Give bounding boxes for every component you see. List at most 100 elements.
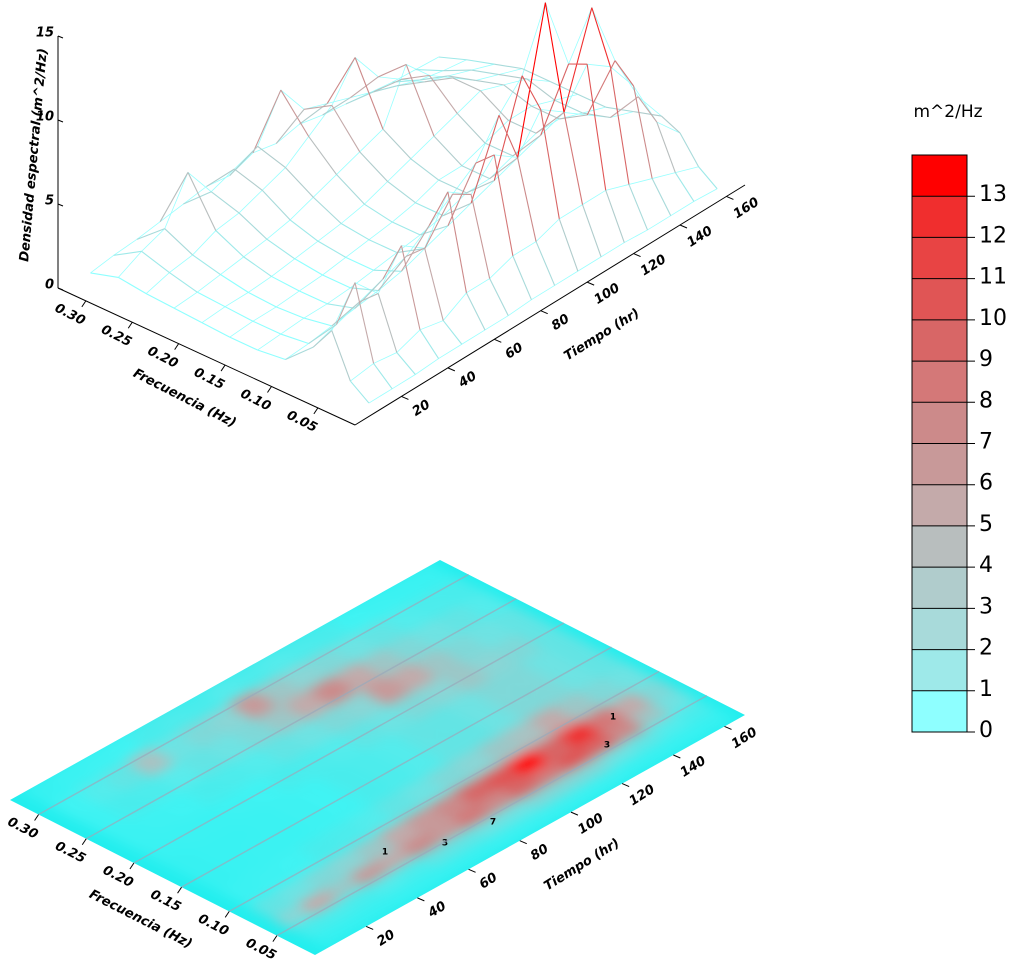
x-axis-label: Frecuencia (Hz) [87, 887, 195, 952]
spectrum-segment [391, 221, 421, 236]
contour-cell [522, 677, 577, 707]
z-tick-label: 60 [477, 870, 500, 892]
contour-cell [433, 605, 488, 635]
spectrum-segment [303, 104, 332, 110]
contour-cell [317, 791, 372, 821]
z-tick-label: 40 [425, 899, 449, 922]
contour-cell [648, 714, 693, 739]
x-tick [224, 911, 230, 918]
grid-line [38, 573, 469, 816]
z-tick [679, 224, 688, 229]
spectrum-segment [229, 336, 258, 351]
y-tick-label: 0 [45, 278, 54, 293]
spectrum-segment [494, 63, 523, 70]
spectrum-segment [442, 320, 463, 345]
z-tick [621, 783, 630, 788]
x-axis-label: Frecuencia (Hz) [131, 366, 239, 431]
spectrum-segment [327, 303, 356, 309]
contour-cell [152, 762, 207, 792]
contour-cell [468, 814, 514, 839]
spectrum-segment [405, 64, 435, 137]
spectrum-segment [118, 276, 147, 295]
spectrum-segment [396, 248, 425, 254]
colorbar-tick-label: 12 [979, 223, 1007, 248]
contour-cell [46, 790, 101, 820]
spectrum-segment [206, 168, 235, 187]
contour-cell [487, 823, 533, 848]
z-tick-label: 20 [375, 927, 398, 949]
contour-cell [282, 719, 338, 749]
spectrum-segment [540, 63, 570, 136]
contour-cell [596, 742, 642, 767]
spectrum-segment [173, 307, 203, 324]
contour-label: 3 [604, 741, 610, 751]
z-tick [570, 811, 579, 816]
contour-cell [471, 706, 526, 736]
spectrum-segment [508, 119, 537, 134]
contour-cell [349, 835, 399, 862]
spectrum-segment [285, 346, 314, 361]
contour-cell [641, 738, 687, 763]
contour-cell [462, 838, 507, 863]
contour-cell [404, 590, 460, 620]
spectrum-segment [535, 241, 556, 286]
spectrum-segment [192, 254, 221, 275]
colorbar-tick-label: 3 [979, 594, 993, 619]
colorbar-band [912, 484, 967, 526]
x-axis [57, 287, 356, 426]
colorbar-band [912, 567, 967, 609]
contour-cell [577, 733, 623, 758]
spectrum-segment [428, 75, 458, 114]
z-tick [447, 367, 456, 372]
contour-cell [494, 799, 540, 824]
spectrum-segment [396, 352, 416, 375]
contour-cell [305, 676, 360, 706]
contour-cell [215, 849, 270, 878]
contour-cell [451, 778, 501, 805]
contour-cell [189, 863, 244, 893]
spectrum-segment [438, 179, 467, 194]
mesh-line [229, 93, 579, 338]
x-tick-label: 0.25 [53, 839, 88, 867]
contour-cell [100, 790, 156, 820]
spectrum-segment [266, 238, 296, 260]
spectrum-segment [377, 293, 398, 353]
spectrum-segment [289, 219, 319, 242]
spectrum-segment [489, 278, 509, 316]
contour-cell [374, 820, 425, 848]
mesh-line [90, 56, 439, 274]
z-tick-label: 160 [729, 725, 760, 752]
spectrum-segment [141, 250, 170, 274]
contour-cell [590, 766, 635, 791]
z-tick-label: 160 [731, 195, 762, 222]
spectrum-segment [471, 69, 500, 76]
contour-cell [302, 647, 357, 677]
spectrum-segment [475, 154, 495, 164]
spectrum-segment [350, 76, 379, 99]
spectrum-segment [401, 74, 430, 80]
spectrum-segment [428, 191, 449, 226]
spectrum-segment [382, 245, 402, 280]
spectrum-segment [312, 196, 342, 224]
contour-cell [615, 752, 661, 777]
y-tick [57, 287, 64, 291]
mesh-line [257, 106, 606, 351]
contour-cell [654, 690, 700, 715]
z-tick-label: 140 [678, 753, 709, 780]
mesh-line [201, 78, 551, 323]
spectrum-segment [605, 106, 634, 113]
contour-label: 1 [610, 713, 616, 723]
contour-cell [297, 863, 348, 891]
spectrum-segment [368, 239, 398, 254]
contour-cell [206, 762, 261, 792]
colorbar-tick-label: 8 [979, 388, 993, 413]
z-tick [726, 195, 734, 200]
spectrum-segment [443, 69, 472, 72]
spectrum-segment [470, 194, 491, 279]
contour-cell [371, 792, 426, 821]
contour-cell [462, 619, 517, 649]
spectrum-segment [443, 202, 472, 217]
contour-cell [416, 705, 472, 735]
spectrum-segment [238, 212, 268, 240]
grid-line [276, 694, 708, 937]
